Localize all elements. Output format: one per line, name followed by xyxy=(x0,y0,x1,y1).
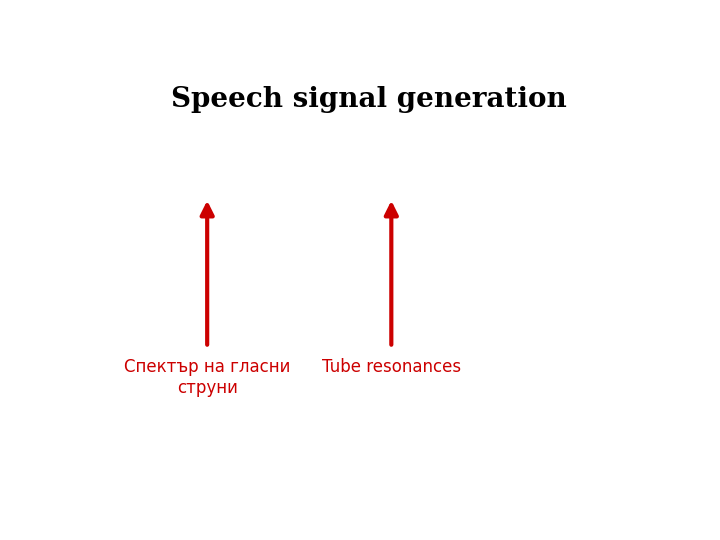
Text: Speech signal generation: Speech signal generation xyxy=(171,85,567,113)
Text: Спектър на гласни
струни: Спектър на гласни струни xyxy=(124,358,290,397)
Text: Tube resonances: Tube resonances xyxy=(322,358,461,376)
